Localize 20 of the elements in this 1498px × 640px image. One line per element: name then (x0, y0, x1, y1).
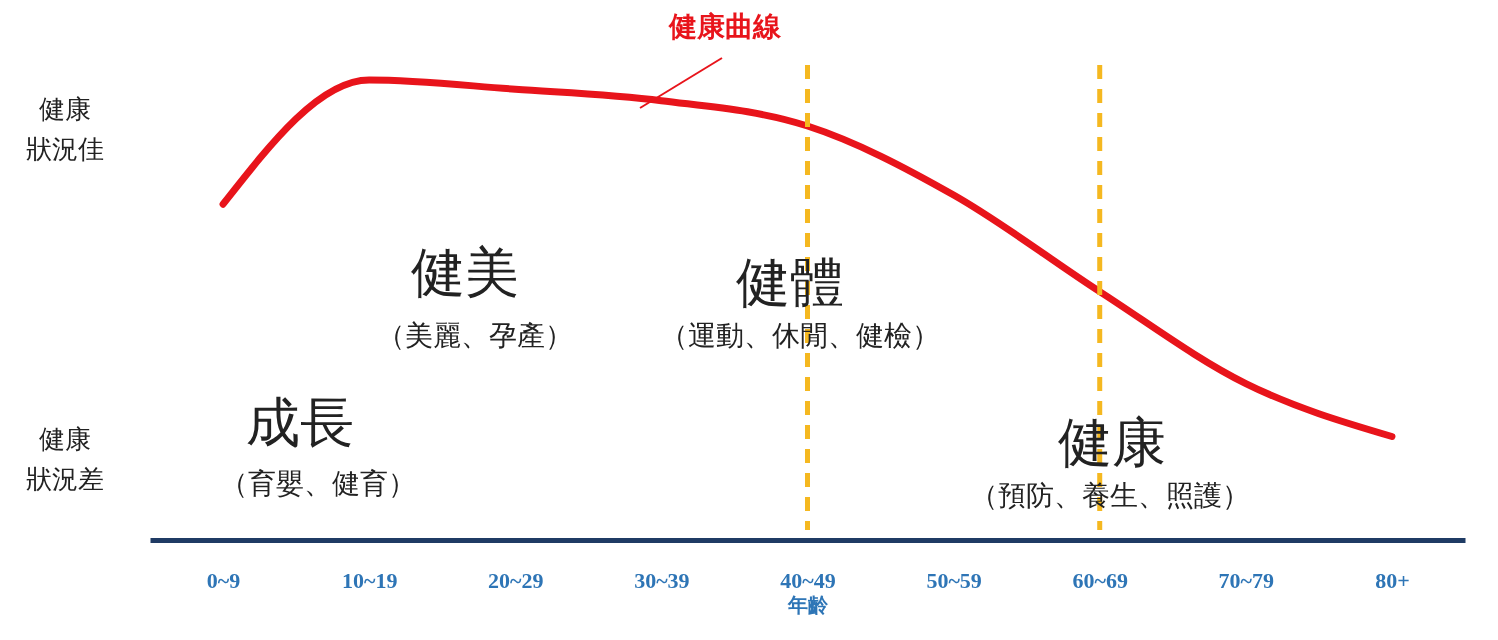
x-tick-label: 70~79 (1218, 567, 1275, 593)
annotation: 健美 (411, 241, 519, 304)
x-tick-label: 50~59 (926, 567, 982, 593)
x-tick-label: 10~19 (341, 567, 398, 593)
x-tick-label: 20~29 (488, 567, 544, 593)
annotation: 成長 (246, 391, 354, 454)
x-tick-label: 60~69 (1072, 567, 1128, 593)
x-tick-label: 80+ (1375, 567, 1410, 593)
x-tick-label: 30~39 (634, 567, 690, 593)
annotation: （育嬰、健育） (220, 467, 416, 500)
annotation: （美麗、孕產） (377, 319, 573, 352)
annotation: 健康 (1058, 411, 1166, 474)
x-tick-label: 40~49 (780, 567, 836, 593)
annotation: （預防、養生、照護） (970, 479, 1250, 512)
annotation: 健體 (736, 251, 844, 314)
text: 健康曲線 (668, 10, 782, 43)
x-axis-title: 年齡 (787, 592, 829, 617)
text: 健康狀況差 (26, 423, 104, 495)
text: 健康狀況佳 (26, 93, 104, 165)
x-tick-label: 0~9 (206, 567, 241, 593)
